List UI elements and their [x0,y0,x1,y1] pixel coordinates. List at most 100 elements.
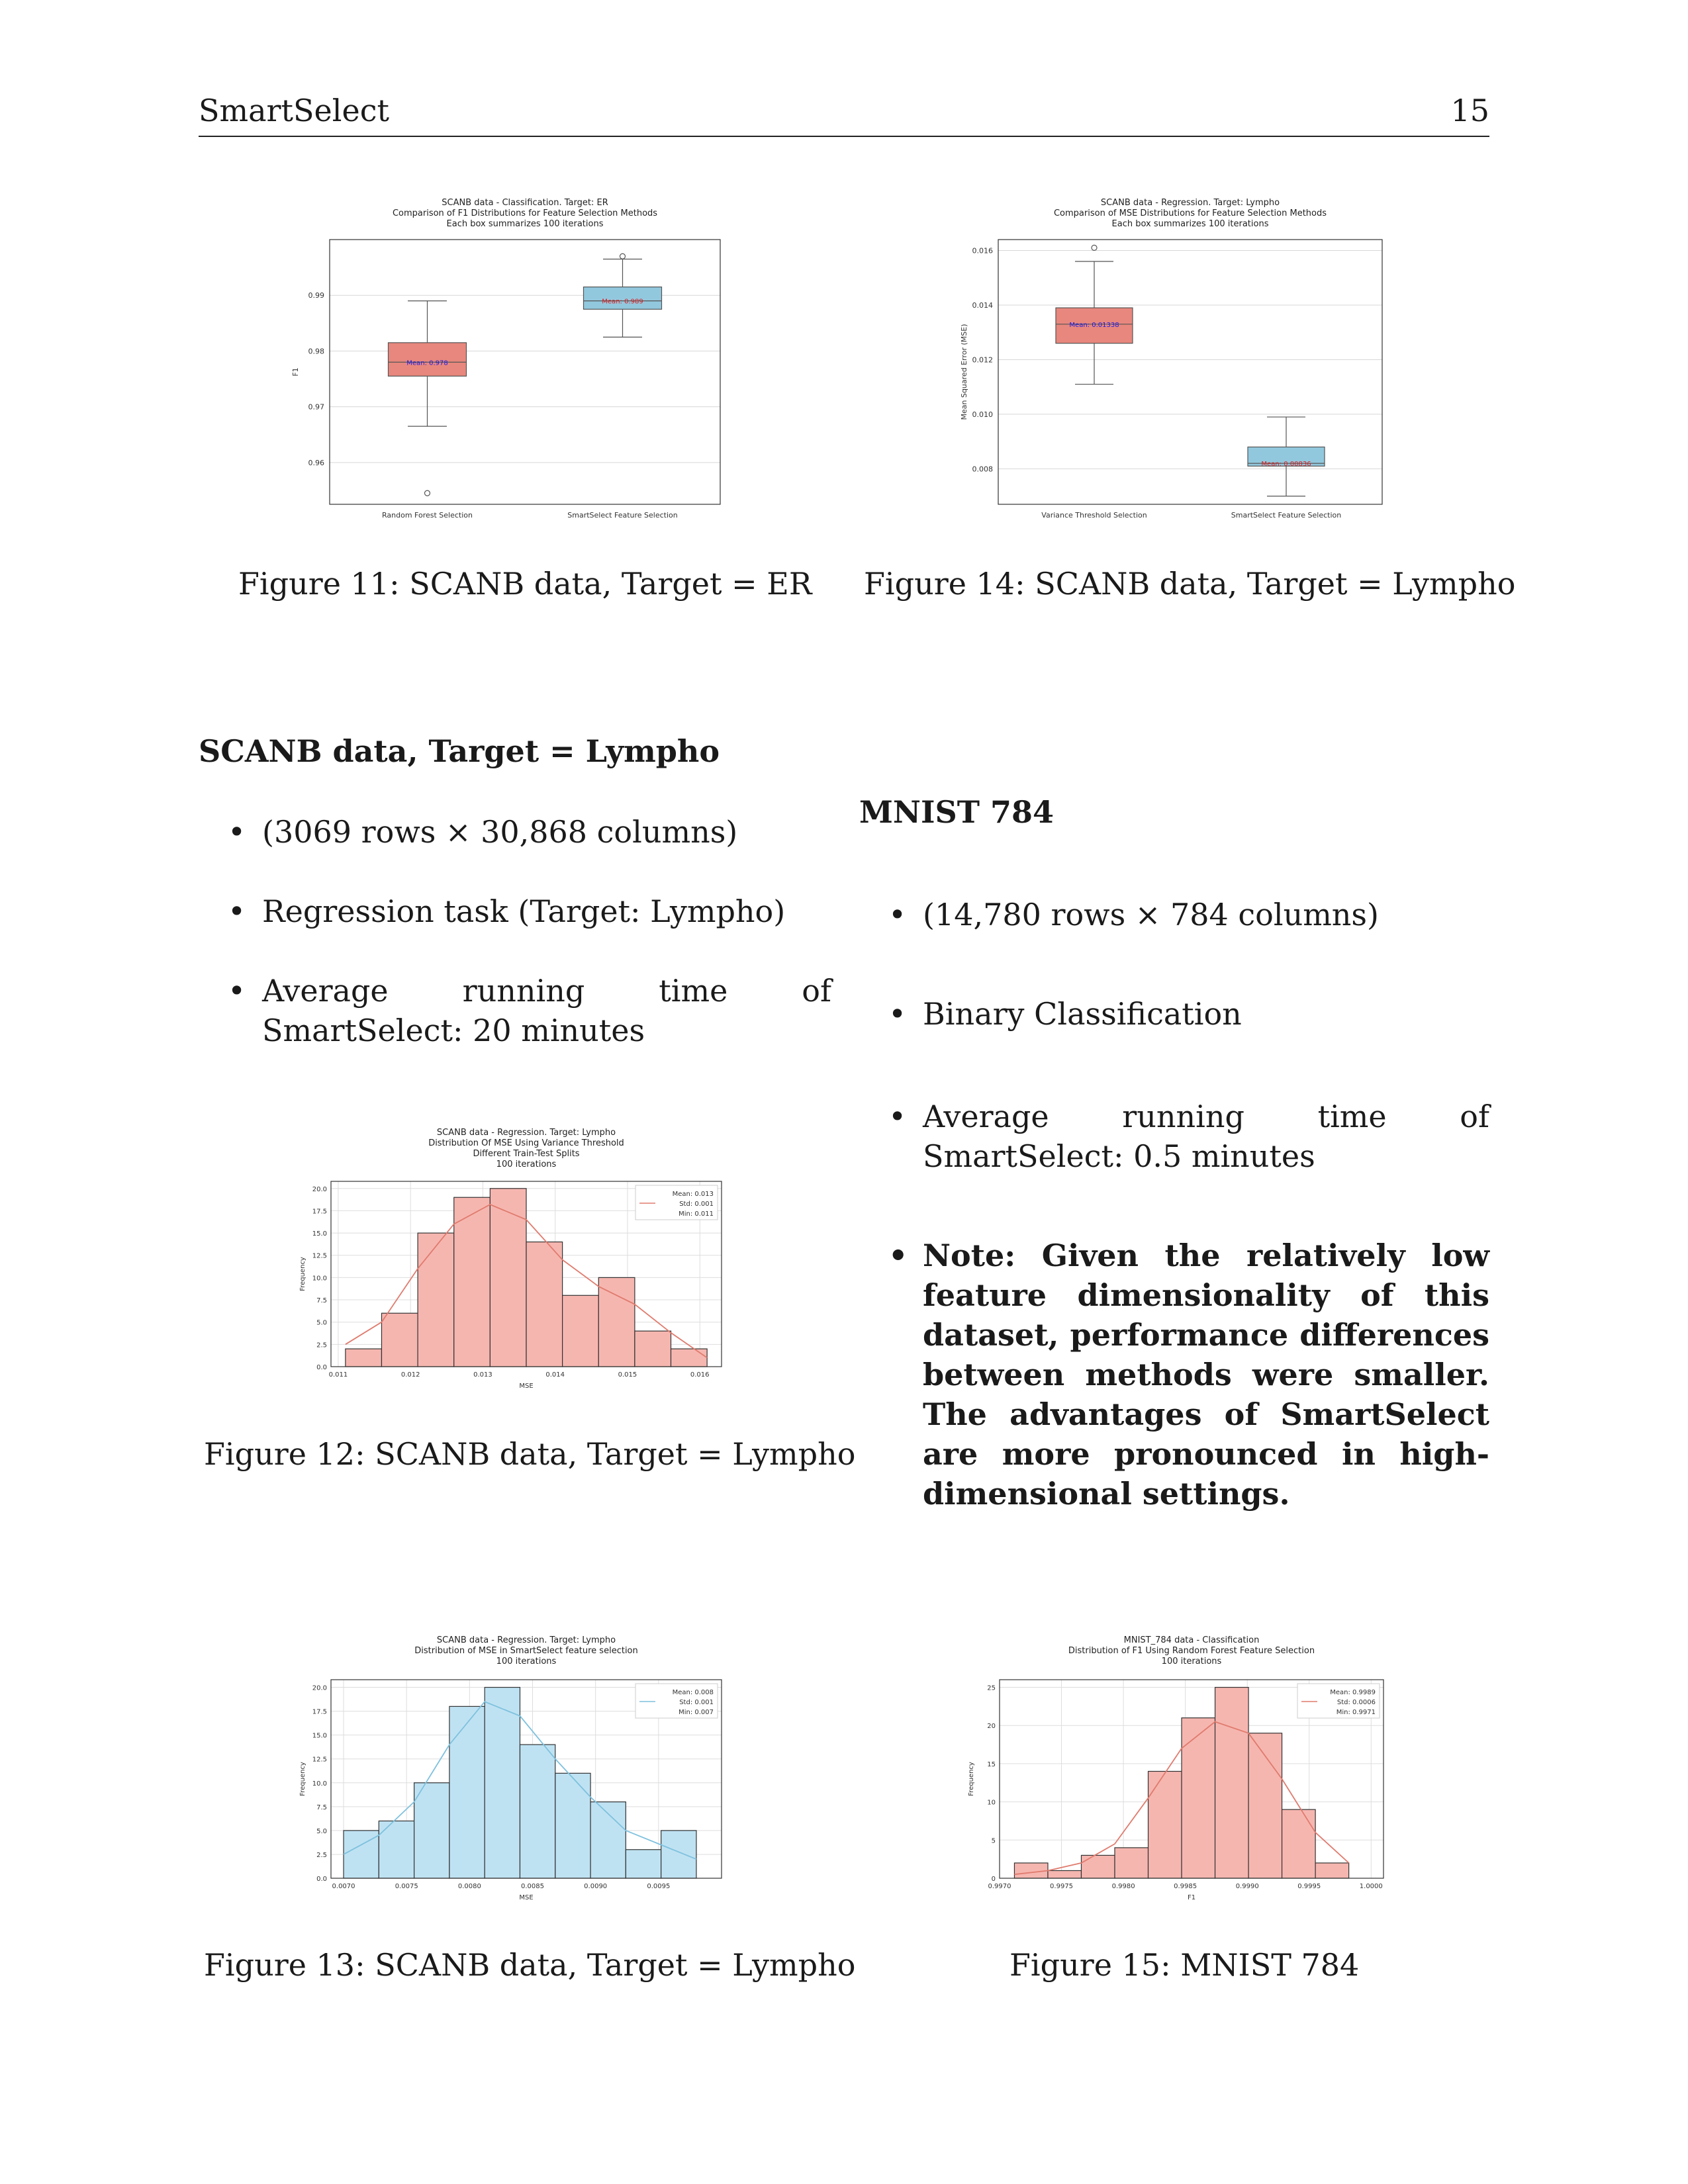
y-tick-label: 0.98 [308,347,325,355]
chart-title: MNIST_784 data - Classification [1124,1636,1260,1645]
kde-line [343,1701,697,1860]
histogram-bar [417,1232,455,1367]
y-tick-label: 5.0 [316,1828,327,1835]
right-section-title: MNIST 784 [859,794,1054,830]
y-tick-label: 12.5 [312,1756,327,1764]
kde-line [1014,1721,1350,1876]
histogram-bar [1080,1854,1115,1879]
y-tick-label: 0.014 [972,301,994,310]
x-tick-label: 0.0090 [584,1883,607,1890]
y-tick-label: 17.5 [312,1709,327,1716]
chart-title: Distribution Of MSE Using Variance Thres… [428,1138,624,1148]
histogram-bar [378,1820,415,1879]
y-tick-label: 2.5 [316,1342,327,1349]
y-tick-label: 2.5 [316,1852,327,1859]
box-outlier [619,253,626,259]
legend-entry: Min: 0.9971 [1336,1709,1376,1716]
y-tick-label: 10.0 [312,1780,327,1788]
figure-11-boxplot: SCANB data - Classification. Target: ERC… [291,199,721,520]
figure-12-histogram: SCANB data - Regression. Target: LymphoD… [299,1128,722,1390]
box-body [387,342,467,377]
list-item: • (3069 rows × 30,868 columns) [228,812,831,852]
chart-title: Distribution of MSE in SmartSelect featu… [414,1646,638,1656]
x-tick-label: 0.9975 [1050,1883,1073,1890]
chart-title: Distribution of F1 Using Random Forest F… [1068,1646,1315,1656]
x-tick-label: 0.0085 [521,1883,544,1890]
bullet-icon: • [888,1099,907,1134]
y-tick-label: 7.5 [316,1297,327,1304]
x-tick-label: 0.015 [618,1371,637,1379]
x-tick-label: SmartSelect Feature Selection [1231,511,1341,520]
legend-entry: Min: 0.007 [679,1709,714,1716]
legend-entry: Mean: 0.013 [673,1191,714,1198]
histogram-bar [484,1686,521,1879]
legend-entry: Mean: 0.008 [673,1689,714,1696]
chart-title: Each box summarizes 100 iterations [1112,219,1269,229]
chart-title: 100 iterations [496,1657,557,1666]
y-tick-label: 15 [987,1761,996,1768]
bullet-icon: • [888,996,907,1032]
figure-11-caption: Figure 11: SCANB data, Target = ER [238,566,812,602]
chart-title: SCANB data - Classification. Target: ER [442,199,608,208]
histogram-bar [414,1782,450,1879]
histogram-bar [1248,1733,1283,1879]
x-tick-label: 0.9980 [1112,1883,1135,1890]
y-tick-label: 5.0 [316,1320,327,1327]
box-body [1247,446,1325,467]
x-axis-label: MSE [519,1383,533,1390]
y-tick-label: 0.008 [972,465,994,473]
bullet-icon: • [888,1238,908,1273]
histogram-bar [453,1197,491,1367]
x-tick-label: 0.0070 [332,1883,355,1890]
chart-title: SCANB data - Regression. Target: Lympho [437,1128,616,1138]
plot-frame [330,1679,722,1879]
legend-box [1297,1683,1380,1719]
y-axis-label: Mean Squared Error (MSE) [960,324,968,420]
y-tick-label: 0.012 [972,355,994,364]
legend-box [635,1185,718,1220]
y-tick-label: 15.0 [312,1733,327,1740]
x-tick-label: 0.9985 [1174,1883,1197,1890]
histogram-bar [1315,1862,1350,1879]
figure-13-histogram: SCANB data - Regression. Target: LymphoD… [299,1636,722,1901]
histogram-bar [670,1348,708,1367]
histogram-bar [381,1312,418,1367]
histogram-bar [598,1277,635,1367]
histogram-bar [519,1744,556,1879]
figure-13-caption: Figure 13: SCANB data, Target = Lympho [204,1947,856,1983]
y-tick-label: 20.0 [312,1685,327,1692]
chart-title: Comparison of F1 Distributions for Featu… [393,208,657,218]
y-tick-label: 0.016 [972,246,994,255]
y-tick-label: 0.97 [308,403,325,412]
x-tick-label: 0.9970 [988,1883,1011,1890]
x-tick-label: 0.9990 [1236,1883,1259,1890]
y-tick-label: 20 [987,1723,996,1730]
figure-14-caption: Figure 14: SCANB data, Target = Lympho [864,566,1516,602]
bullet-icon: • [228,893,246,929]
list-item: • Binary Classification [888,994,1489,1034]
y-tick-label: 7.5 [316,1804,327,1811]
y-tick-label: 15.0 [312,1230,327,1238]
y-tick-label: 0.0 [316,1364,327,1371]
y-axis-label: F1 [291,367,300,376]
y-tick-label: 5 [992,1837,996,1844]
x-tick-label: SmartSelect Feature Selection [567,511,677,520]
y-tick-label: 0.010 [972,410,994,419]
legend-entry: Mean: 0.9989 [1330,1689,1376,1696]
histogram-bar [1114,1847,1149,1879]
legend-entry: Min: 0.011 [679,1210,714,1218]
histogram-bar [661,1830,697,1879]
box-body [1055,307,1133,344]
histogram-bar [1214,1686,1249,1879]
y-tick-label: 0.0 [316,1876,327,1883]
kde-line [345,1204,708,1359]
x-tick-label: 0.9995 [1297,1883,1321,1890]
plot-frame [330,1181,722,1367]
chart-title: SCANB data - Regression. Target: Lympho [437,1636,616,1645]
y-tick-label: 10 [987,1799,996,1807]
legend-box [635,1683,718,1719]
y-tick-label: 0 [992,1876,996,1883]
chart-title: 100 iterations [496,1160,557,1169]
page-number: 15 [1450,93,1489,128]
histogram-bar [1281,1809,1316,1879]
